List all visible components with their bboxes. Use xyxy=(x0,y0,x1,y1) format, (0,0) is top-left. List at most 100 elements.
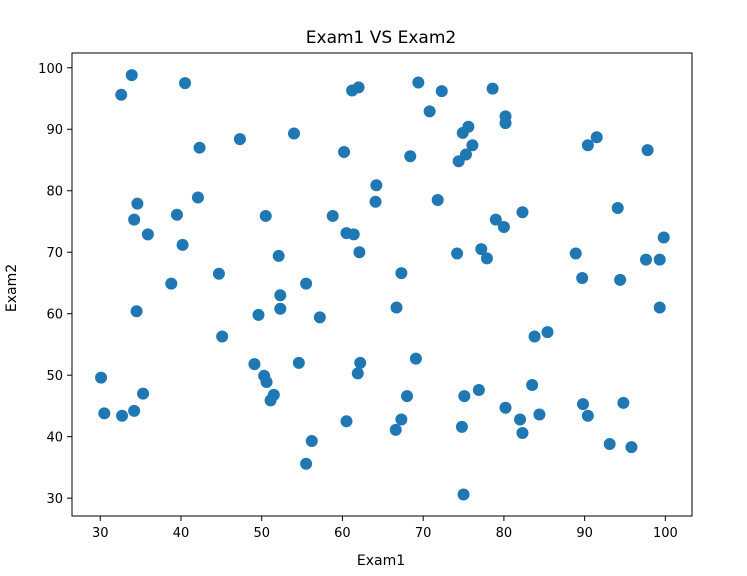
data-point xyxy=(472,383,485,396)
x-tick-label: 80 xyxy=(496,526,513,541)
data-point xyxy=(581,409,594,422)
data-point xyxy=(248,358,261,371)
data-point xyxy=(131,197,144,210)
data-point xyxy=(456,126,469,139)
data-point xyxy=(351,367,364,380)
data-point xyxy=(412,76,425,89)
data-point xyxy=(516,206,529,219)
y-tick-label: 30 xyxy=(46,492,63,507)
x-tick-label: 90 xyxy=(576,526,593,541)
data-point xyxy=(292,356,305,369)
data-point xyxy=(409,352,422,365)
data-point xyxy=(130,305,143,318)
x-tick-label: 70 xyxy=(415,526,432,541)
data-point xyxy=(576,272,589,285)
data-point xyxy=(370,179,383,192)
data-point xyxy=(404,150,417,163)
data-point xyxy=(165,277,178,290)
data-point xyxy=(653,301,666,314)
data-point xyxy=(191,191,204,204)
x-tick-label: 100 xyxy=(653,526,678,541)
data-point xyxy=(390,301,403,314)
y-tick-label: 80 xyxy=(46,185,63,200)
y-tick-label: 100 xyxy=(38,62,63,77)
data-point xyxy=(401,390,414,403)
data-point xyxy=(533,408,546,421)
data-point xyxy=(569,247,582,260)
data-point xyxy=(516,426,529,439)
data-point xyxy=(252,308,265,321)
data-point xyxy=(499,117,512,130)
data-point xyxy=(116,409,129,422)
data-point xyxy=(264,394,277,407)
data-point xyxy=(98,407,111,420)
data-point xyxy=(389,423,402,436)
x-axis: 30 40 50 60 70 80 90 100 xyxy=(92,516,678,541)
y-axis: 30 40 50 60 70 80 90 100 xyxy=(38,62,72,507)
x-tick-label: 30 xyxy=(92,526,109,541)
data-point xyxy=(95,371,108,384)
data-point xyxy=(115,88,128,101)
data-point xyxy=(641,144,654,157)
data-point xyxy=(259,209,272,222)
data-point xyxy=(326,209,339,222)
data-point xyxy=(274,302,287,315)
data-point xyxy=(347,228,360,241)
data-point xyxy=(431,193,444,206)
data-point xyxy=(581,139,594,152)
data-point xyxy=(369,195,382,208)
y-tick-label: 50 xyxy=(46,369,63,384)
data-point xyxy=(451,247,464,260)
data-point xyxy=(457,488,470,501)
y-axis-title: Exam2 xyxy=(4,264,20,312)
data-point xyxy=(653,253,666,266)
data-point xyxy=(340,415,353,428)
y-tick-label: 40 xyxy=(46,431,63,446)
data-point xyxy=(497,221,510,234)
points-layer xyxy=(95,69,670,501)
data-point xyxy=(455,420,468,433)
x-tick-label: 60 xyxy=(334,526,351,541)
data-point xyxy=(305,434,318,447)
data-point xyxy=(354,356,367,369)
data-point xyxy=(528,330,541,343)
data-point xyxy=(260,375,273,388)
data-point xyxy=(480,252,493,265)
data-point xyxy=(338,145,351,158)
data-point xyxy=(170,208,183,221)
data-point xyxy=(452,155,465,168)
data-point xyxy=(458,390,471,403)
data-point xyxy=(300,457,313,470)
y-tick-label: 90 xyxy=(46,123,63,138)
data-point xyxy=(212,267,225,280)
data-point xyxy=(300,277,313,290)
data-point xyxy=(353,246,366,259)
data-point xyxy=(625,441,638,454)
data-point xyxy=(435,85,448,98)
data-point xyxy=(611,201,624,214)
data-point xyxy=(423,105,436,118)
data-point xyxy=(288,127,301,140)
data-point xyxy=(475,243,488,256)
data-point xyxy=(603,438,616,451)
data-point xyxy=(577,398,590,411)
data-point xyxy=(137,387,150,400)
data-point xyxy=(395,267,408,280)
data-point xyxy=(489,213,502,226)
data-point xyxy=(272,249,285,262)
chart-title: Exam1 VS Exam2 xyxy=(306,28,456,48)
data-point xyxy=(216,330,229,343)
data-point xyxy=(125,69,138,82)
data-point xyxy=(193,141,206,154)
data-point xyxy=(499,401,512,414)
data-point xyxy=(486,82,499,95)
data-point xyxy=(313,311,326,324)
data-point xyxy=(541,326,554,339)
data-point xyxy=(176,238,189,251)
data-point xyxy=(233,133,246,146)
y-tick-label: 70 xyxy=(46,246,63,261)
data-point xyxy=(395,413,408,426)
data-point xyxy=(274,289,287,302)
data-point xyxy=(352,81,365,94)
